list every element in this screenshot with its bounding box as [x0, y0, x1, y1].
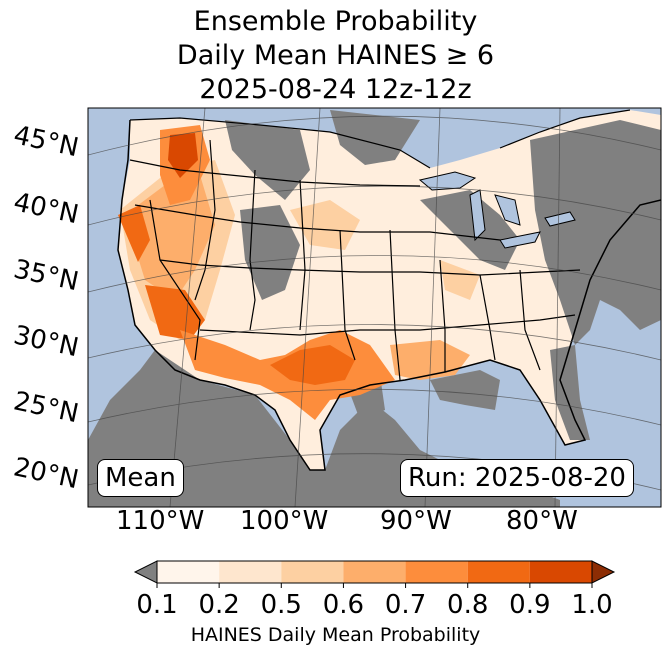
colorbar-segment	[343, 561, 406, 583]
state-boundaries	[129, 139, 581, 381]
colorbar-tick-label: 0.1	[136, 590, 178, 620]
colorbar-segment	[529, 561, 592, 583]
colorbar-under-arrow	[133, 560, 158, 584]
colorbar-tick-label: 1.0	[571, 590, 613, 620]
colorbar-segment	[467, 561, 530, 583]
colorbar-over-arrow	[591, 560, 616, 584]
colorbar-tick-label: 0.6	[322, 590, 365, 620]
lon-label-90: 90°W	[380, 506, 452, 536]
map-frame	[87, 107, 662, 508]
below-threshold-areas	[150, 110, 661, 440]
colorbar-frame	[156, 560, 593, 584]
colorbar-tick-label: 0.8	[447, 590, 489, 620]
title-line-2: Daily Mean HAINES ≥ 6	[176, 40, 495, 71]
run-box: Run: 2025-08-20	[400, 459, 634, 497]
title-line-1: Ensemble Probability	[193, 6, 478, 37]
lon-label-110: 110°W	[116, 506, 205, 536]
colorbar-tick-label: 0.5	[260, 590, 302, 620]
colorbar-segment	[219, 561, 282, 583]
coastline	[117, 119, 661, 471]
title-line-3: 2025-08-24 12z-12z	[199, 74, 472, 105]
colorbar-tick-label: 0.2	[198, 590, 240, 620]
colorbar-segment	[405, 561, 468, 583]
mean-box: Mean	[97, 459, 184, 497]
colorbar-tick-label: 0.7	[384, 590, 427, 620]
colorbar-tick-label: 0.9	[509, 590, 551, 620]
colorbar-segment	[157, 561, 220, 583]
colorbar-segment	[281, 561, 344, 583]
colorbar	[133, 560, 616, 588]
probability-fill-areas	[118, 125, 480, 420]
lon-label-80: 80°W	[506, 506, 578, 536]
colorbar-label: HAINES Daily Mean Probability	[190, 624, 481, 646]
great-lakes	[418, 171, 576, 249]
lon-label-100: 100°W	[240, 506, 329, 536]
